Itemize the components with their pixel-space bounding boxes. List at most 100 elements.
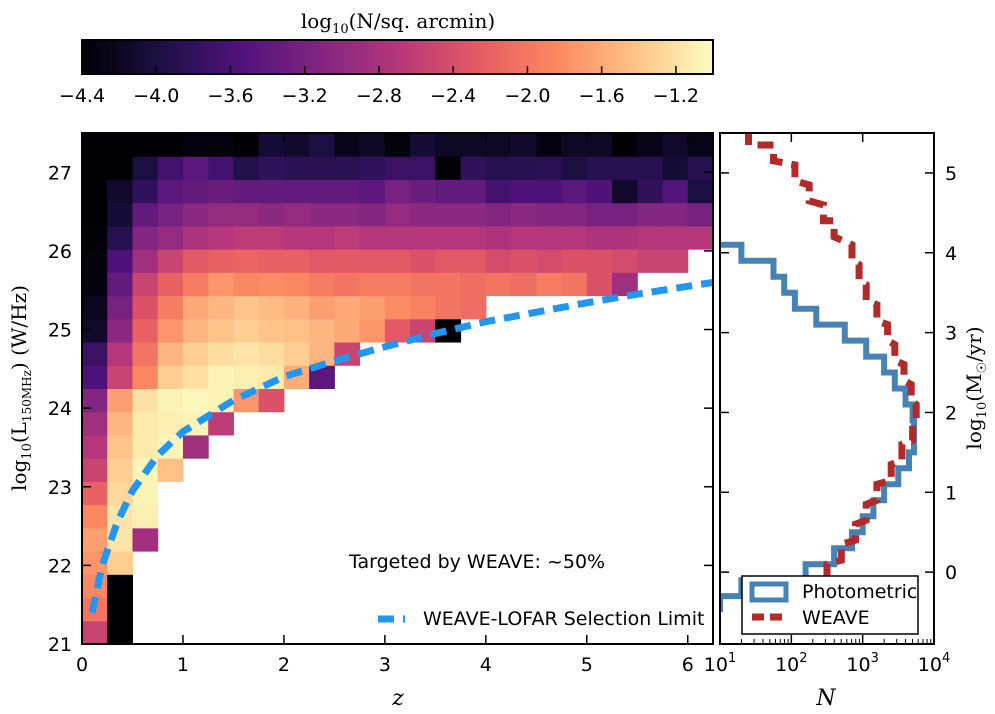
heatmap-cell — [309, 133, 335, 157]
heatmap-cell — [637, 179, 664, 204]
heatmap-cell — [258, 295, 285, 320]
histogram-x-tick-label: 104 — [918, 651, 950, 676]
heatmap-cell — [157, 388, 184, 413]
heatmap-cell — [460, 249, 487, 273]
colorbar-title: log10(N/sq. arcmin) — [301, 9, 495, 37]
heatmap-cell — [637, 249, 664, 273]
legend-label-selection-limit: WEAVE-LOFAR Selection Limit — [423, 608, 704, 630]
heatmap-cell — [182, 225, 209, 250]
heatmap-frame — [81, 132, 714, 645]
heatmap-cell — [536, 272, 563, 297]
weave-step-line — [745, 133, 920, 601]
histogram-x-label: N — [815, 686, 836, 711]
heatmap-cell — [208, 156, 234, 180]
heatmap-cell — [410, 295, 436, 320]
colorbar-tick-label: −2.4 — [430, 85, 476, 107]
heatmap-cell — [561, 202, 588, 227]
heatmap-cell — [258, 179, 285, 204]
heatmap-cell — [359, 318, 386, 343]
heatmap-cell — [561, 225, 588, 250]
heatmap-cell — [132, 202, 159, 227]
heatmap-cell — [182, 272, 209, 297]
heatmap-cell — [410, 272, 436, 297]
heatmap-cell — [107, 551, 133, 575]
histogram-y-tick-label: 4 — [945, 243, 957, 265]
histogram-x-tick-label: 101 — [704, 651, 736, 676]
selection-limit-curve — [88, 278, 713, 614]
heatmap-cell — [359, 225, 386, 250]
heatmap-cell — [283, 295, 310, 320]
heatmap-cell — [182, 365, 209, 389]
histogram-y-tick-label: 1 — [945, 482, 957, 504]
heatmap-cell — [208, 133, 234, 157]
heatmap-cell — [460, 272, 487, 297]
heatmap-cell — [460, 179, 487, 204]
heatmap-cell — [612, 249, 638, 273]
heatmap-cell — [485, 225, 512, 250]
heatmap-cell — [107, 342, 133, 366]
heatmap-cell — [107, 249, 133, 273]
heatmap-cell — [233, 133, 260, 157]
heatmap-cell — [233, 295, 260, 320]
heatmap-cell — [182, 388, 209, 413]
heatmap-cell — [283, 225, 310, 250]
heatmap-cell — [511, 133, 537, 157]
heatmap-cell — [485, 202, 512, 227]
heatmap-cell — [233, 179, 260, 204]
heatmap-cell — [384, 133, 411, 157]
heatmap-cell — [410, 156, 436, 180]
heatmap-cell — [283, 156, 310, 180]
heatmap-cell — [233, 318, 260, 343]
heatmap-cell — [435, 133, 462, 157]
heatmap-cell — [283, 179, 310, 204]
heatmap-cell — [460, 295, 487, 320]
heatmap-cell — [233, 249, 260, 273]
heatmap-cell — [283, 318, 310, 343]
heatmap-cell — [107, 156, 133, 180]
colorbar-tick-label: −3.2 — [282, 85, 328, 107]
heatmap-cell — [309, 342, 335, 366]
histogram-y-label: log10(M☉/yr) — [962, 326, 990, 449]
heatmap-cell — [309, 272, 335, 297]
heatmap-cell — [485, 179, 512, 204]
heatmap-cell — [536, 179, 563, 204]
heatmap-cell — [107, 411, 133, 436]
legend-swatch-photometric — [749, 581, 789, 603]
heatmap-cell — [258, 342, 285, 366]
heatmap-cell — [208, 179, 234, 204]
heatmap-cell — [82, 225, 108, 250]
heatmap-cell — [384, 156, 411, 180]
heatmap-cell — [258, 249, 285, 273]
heatmap-cell — [511, 156, 537, 180]
heatmap-cell — [334, 225, 361, 250]
heatmap-cell — [334, 318, 361, 343]
colorbar-tick-label: −4.4 — [59, 85, 105, 107]
heatmap-cell — [612, 202, 638, 227]
heatmap-cell — [687, 202, 713, 227]
colorbar-ticks: −4.4 −4.0 −3.6 −3.2 −2.8 −2.4 −2.0 −1.6 −1.2 — [59, 66, 699, 107]
heatmap-cell — [107, 458, 133, 482]
heatmap-cell — [359, 179, 386, 204]
heatmap-cell — [309, 365, 335, 389]
heatmap-cell — [157, 411, 184, 436]
heatmap-cell — [208, 318, 234, 343]
heatmap-cell — [82, 434, 108, 459]
heatmap-cell — [637, 156, 664, 180]
heatmap-cell — [359, 272, 386, 297]
main-x-tick-label: 4 — [480, 654, 492, 676]
heatmap-cell — [107, 597, 133, 622]
heatmap-cell — [410, 202, 436, 227]
heatmap-cell — [637, 225, 664, 250]
legend-label-weave: WEAVE — [802, 607, 870, 629]
main-y-tick-label: 23 — [48, 477, 72, 499]
heatmap-cell — [233, 365, 260, 389]
heatmap-cell — [157, 179, 184, 204]
heatmap-cell — [157, 202, 184, 227]
heatmap-cell — [435, 202, 462, 227]
heatmap-cell — [82, 295, 108, 320]
heatmap-cell — [82, 156, 108, 180]
heatmap-cell — [612, 225, 638, 250]
heatmap-cell — [258, 202, 285, 227]
main-y-tick-label: 27 — [48, 162, 72, 184]
